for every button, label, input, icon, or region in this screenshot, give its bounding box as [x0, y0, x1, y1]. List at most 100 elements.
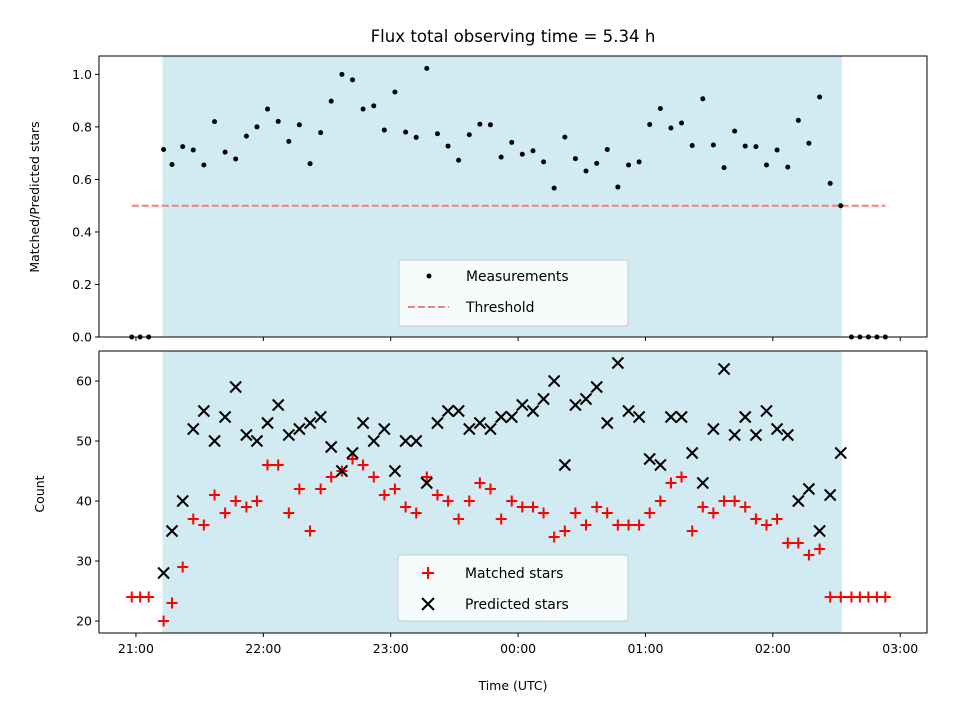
- predicted-star-point: [494, 410, 508, 424]
- matched-star-point: [293, 483, 305, 495]
- chart-title: Flux total observing time = 5.34 h: [371, 27, 656, 46]
- measurement-point: [265, 106, 271, 112]
- measurement-point: [636, 159, 642, 165]
- predicted-star-point: [675, 410, 688, 424]
- measurement-point: [551, 185, 557, 191]
- matched-star-point: [718, 495, 730, 507]
- measurement-point: [562, 134, 568, 140]
- matched-star-point: [453, 513, 465, 525]
- measurement-point: [626, 162, 632, 168]
- measurement-point: [498, 154, 504, 160]
- measurements-legend-label: Measurements: [466, 269, 569, 285]
- predicted-star-point: [463, 422, 476, 436]
- measurement-point: [169, 161, 175, 167]
- matched-star-point: [272, 459, 284, 471]
- predicted-stars-legend-marker: [421, 597, 435, 611]
- measurement-point: [615, 184, 621, 190]
- ratio-panel: Flux total observing time = 5.34 h Match…: [27, 27, 928, 345]
- matched-star-point: [325, 471, 337, 483]
- measurement-point: [753, 144, 759, 150]
- predicted-star-point: [739, 410, 752, 424]
- y-tick-label: 0.8: [72, 119, 92, 134]
- predicted-star-point: [325, 440, 338, 454]
- predicted-star-point: [516, 398, 529, 412]
- ratio-legend-box: [398, 259, 629, 327]
- matched-star-point: [835, 591, 847, 603]
- x-tick-label: 21:00: [118, 641, 154, 656]
- measurement-point: [349, 77, 355, 83]
- measurement-point: [233, 156, 239, 162]
- y-tick-label: 30: [76, 554, 92, 569]
- matched-star-point: [750, 513, 762, 525]
- matched-star-point: [506, 495, 518, 507]
- matched-star-point: [315, 483, 327, 495]
- measurement-point: [530, 148, 536, 154]
- measurement-point: [742, 143, 748, 149]
- predicted-star-point: [473, 416, 487, 430]
- matched-star-point: [251, 495, 263, 507]
- predicted-star-point: [654, 458, 667, 472]
- matched-star-point: [198, 519, 210, 531]
- predicted-star-point: [834, 446, 847, 460]
- matched-star-point: [792, 537, 804, 549]
- ratio-legend: Measurements Threshold: [398, 259, 629, 327]
- matched-star-point: [368, 471, 380, 483]
- measurement-point: [763, 162, 769, 168]
- predicted-star-point: [484, 422, 497, 436]
- matched-star-point: [879, 591, 891, 603]
- matched-star-point: [686, 525, 698, 537]
- predicted-star-point: [409, 434, 423, 448]
- matched-star-point: [665, 477, 677, 489]
- ratio-plot-area: 0.0 0.2 0.4 0.6 0.8 1.0: [72, 55, 928, 345]
- matched-star-point: [421, 471, 433, 483]
- x-tick-label: 23:00: [373, 641, 409, 656]
- predicted-star-point: [197, 404, 211, 418]
- matched-star-point: [187, 513, 199, 525]
- matched-star-point: [158, 615, 170, 627]
- predicted-star-point: [335, 464, 349, 478]
- predicted-star-point: [823, 488, 837, 502]
- matched-star-point: [591, 501, 603, 513]
- measurement-point: [519, 151, 525, 157]
- predicted-star-point: [261, 416, 274, 430]
- matched-star-point: [240, 501, 252, 513]
- matched-star-point: [654, 495, 666, 507]
- measurement-point: [594, 160, 600, 166]
- matched-star-point: [209, 489, 221, 501]
- predicted-star-point: [218, 410, 232, 424]
- matched-star-point: [230, 495, 242, 507]
- predicted-stars-series: [157, 356, 847, 580]
- matched-star-point: [601, 507, 613, 519]
- matched-star-point: [442, 495, 454, 507]
- predicted-star-point: [157, 566, 170, 580]
- y-tick-label: 0.0: [72, 330, 92, 345]
- measurement-point: [371, 103, 377, 109]
- measurement-point: [190, 147, 196, 153]
- measurement-point: [381, 127, 387, 133]
- measurement-point: [679, 120, 685, 126]
- matched-star-point: [378, 489, 390, 501]
- matched-star-point: [814, 543, 826, 555]
- matched-star-point: [569, 507, 581, 519]
- predicted-star-point: [293, 422, 306, 436]
- predicted-star-point: [272, 398, 285, 412]
- matched-star-point: [739, 501, 751, 513]
- predicted-star-point: [208, 434, 221, 448]
- measurement-point: [466, 132, 472, 138]
- measurement-point: [392, 89, 398, 95]
- measurement-point: [604, 146, 610, 152]
- predicted-star-point: [314, 410, 327, 424]
- measurement-point: [296, 122, 302, 128]
- measurement-point: [668, 125, 674, 131]
- measurements-legend-marker: [426, 273, 432, 279]
- measurement-point: [434, 131, 440, 137]
- matched-star-point: [410, 507, 422, 519]
- ratio-y-axis-label: Matched/Predicted stars: [27, 121, 42, 272]
- matched-stars-series: [126, 453, 891, 627]
- measurement-point: [487, 122, 493, 128]
- matched-stars-legend-marker: [422, 567, 434, 579]
- predicted-star-point: [187, 422, 200, 436]
- matched-star-point: [676, 471, 688, 483]
- predicted-star-point: [770, 422, 784, 436]
